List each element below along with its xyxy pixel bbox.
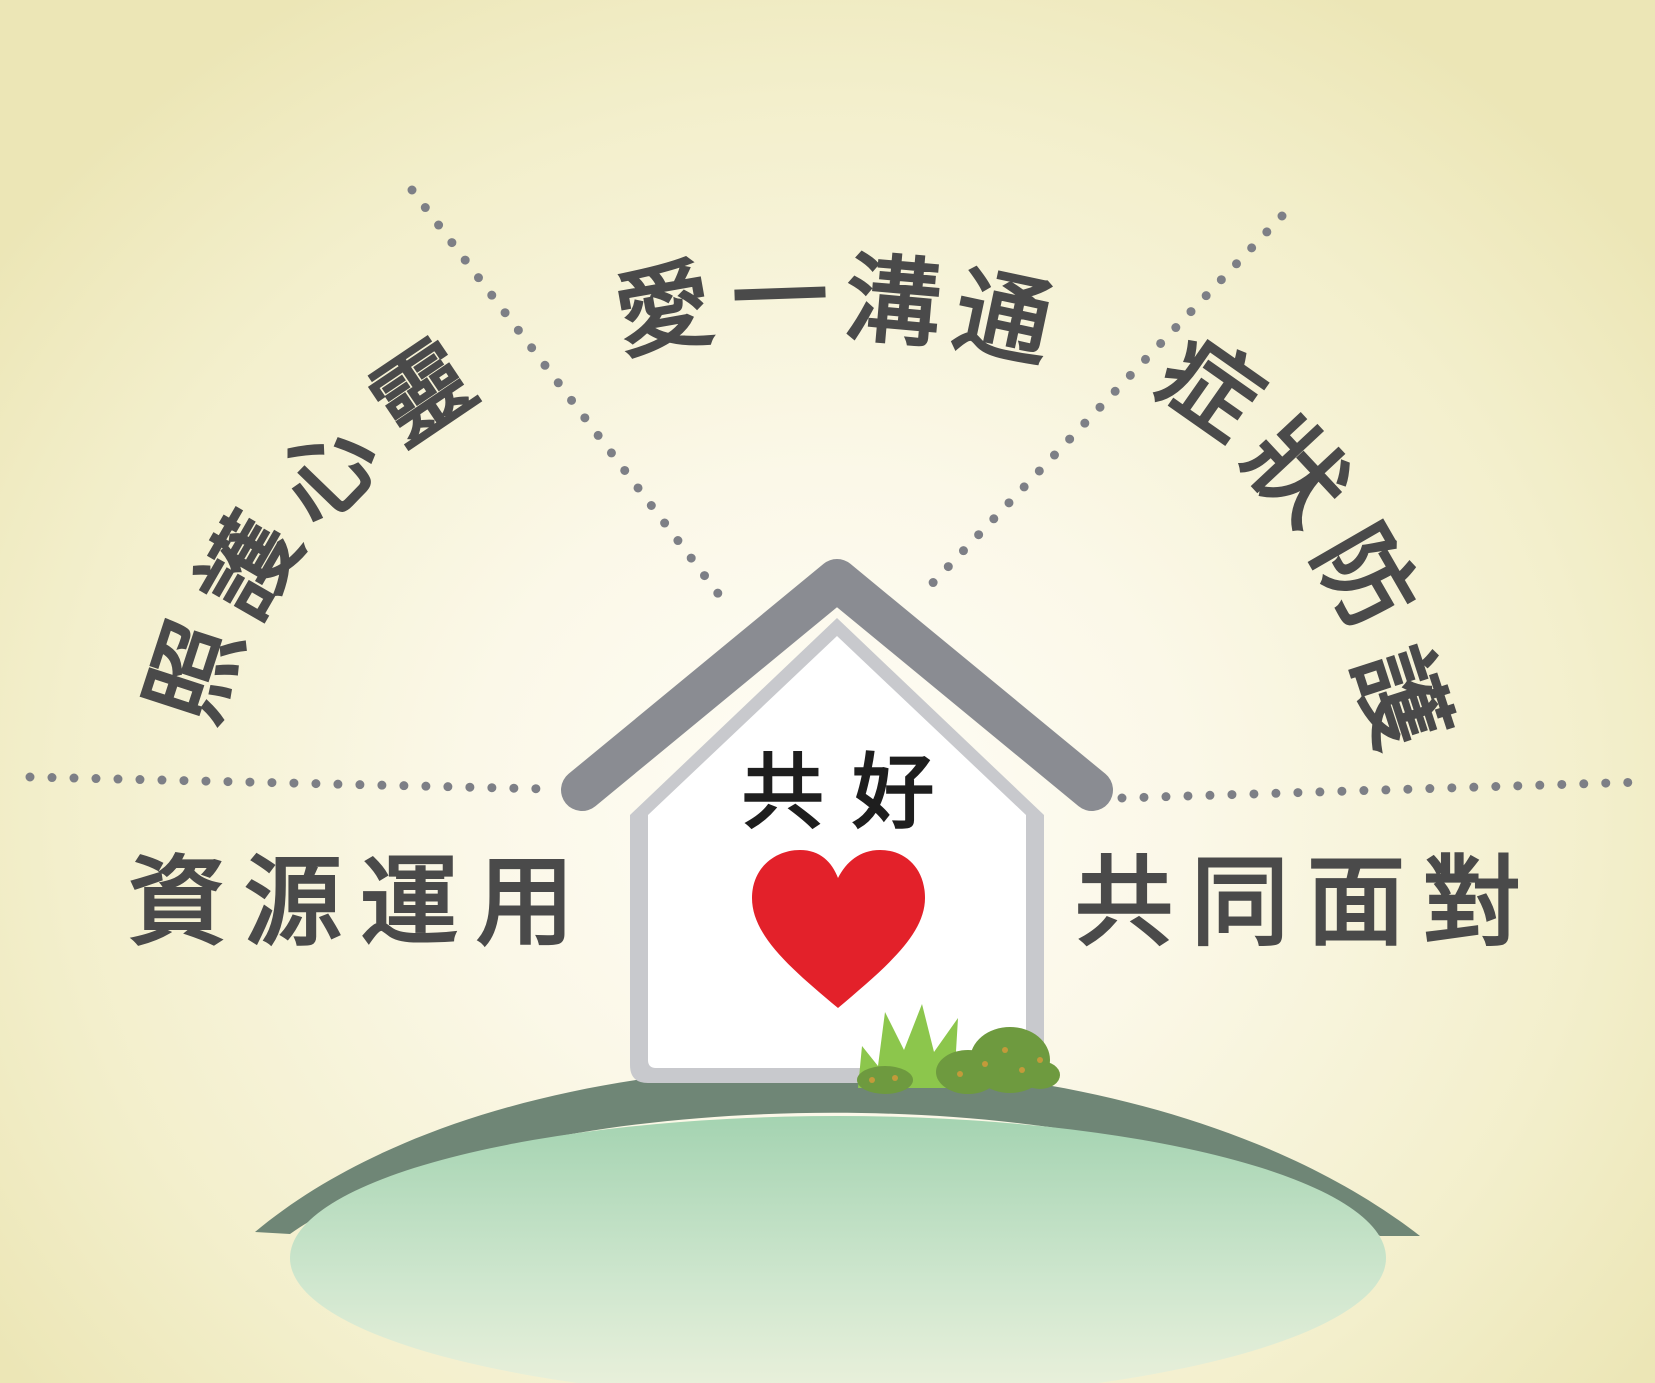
label-care-mind: 照 護 心 靈 (127, 320, 494, 735)
divider-upper-right-diagonal (921, 211, 1287, 595)
house-title: 共 好 (742, 746, 935, 841)
roof (561, 559, 1113, 811)
svg-text:照: 照 (127, 609, 263, 735)
divider-right-horizontal (1117, 777, 1647, 803)
svg-text:一: 一 (730, 240, 830, 355)
svg-text:愛: 愛 (607, 247, 721, 374)
svg-text:靈: 靈 (352, 320, 494, 467)
svg-text:溝: 溝 (840, 242, 945, 362)
label-face-together: 共同面對 (1075, 846, 1539, 960)
bush (857, 1027, 1060, 1094)
svg-text:心: 心 (254, 400, 401, 547)
svg-text:通: 通 (944, 253, 1061, 383)
svg-text:防: 防 (1293, 507, 1438, 646)
house (561, 559, 1113, 1083)
hill (255, 1065, 1420, 1383)
divider-left-horizontal (25, 772, 553, 794)
label-love-communication: 愛 一 溝 通 (607, 240, 1062, 382)
svg-text:症: 症 (1139, 315, 1282, 462)
divider-upper-left-diagonal (407, 185, 728, 605)
svg-text:護: 護 (178, 497, 323, 637)
label-resource-use: 資源運用 (128, 846, 592, 960)
heart-icon (752, 850, 925, 1008)
svg-text:護: 護 (1332, 634, 1468, 761)
label-symptom-protection: 症 狀 防 護 (1139, 315, 1469, 761)
